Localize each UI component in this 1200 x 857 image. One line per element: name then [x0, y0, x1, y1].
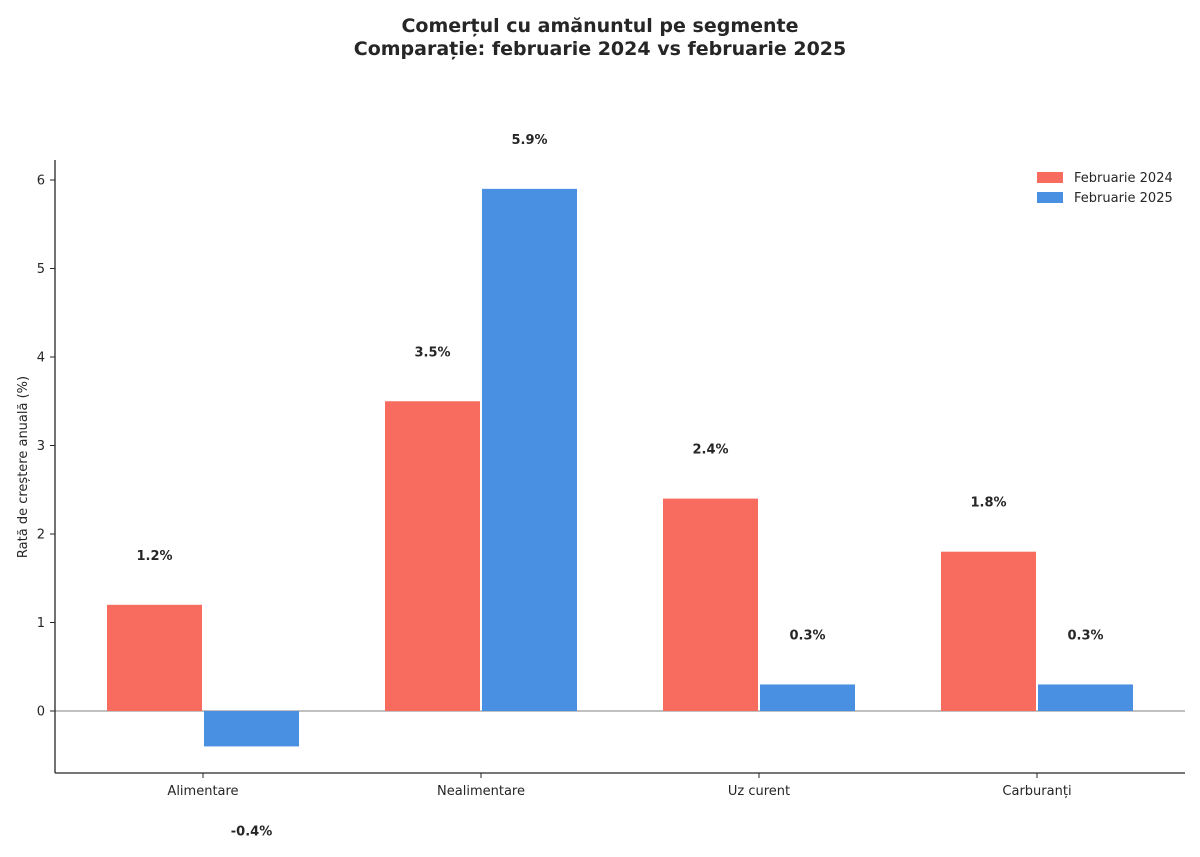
legend-label: Februarie 2024	[1074, 171, 1173, 186]
y-tick-label: 1	[37, 616, 45, 631]
x-tick-label: Carburanți	[1002, 784, 1071, 799]
y-axis-label: Rată de creștere anuală (%)	[16, 376, 31, 558]
plot-area: 1.2% -0.4% Alimentare 3.5% 5.9% Nealimentare 2…	[37, 133, 1185, 839]
legend-swatch	[1037, 192, 1063, 203]
chart-title: Comerțul cu amănuntul pe segmente	[401, 15, 798, 37]
bar-2024-3	[663, 498, 758, 711]
legend: Februarie 2024 Februarie 2025	[1037, 171, 1173, 206]
bar-2025-2	[482, 188, 577, 712]
bar-2025-1	[204, 711, 299, 747]
y-tick-label: 2	[37, 528, 45, 543]
y-tick-label: 6	[37, 174, 45, 189]
data-label: 1.8%	[970, 496, 1006, 511]
bar-2025-3	[760, 684, 855, 711]
y-tick-label: 3	[37, 439, 45, 454]
data-label: 3.5%	[414, 345, 450, 360]
chart-subtitle: Comparație: februarie 2024 vs februarie …	[354, 38, 847, 60]
bar-2024-2	[385, 401, 480, 711]
data-label: 0.3%	[789, 628, 825, 643]
bar-2024-1	[107, 604, 202, 711]
data-label: 2.4%	[692, 443, 728, 458]
bar-2025-4	[1038, 684, 1133, 711]
data-label: 5.9%	[511, 133, 547, 148]
bar-2024-4	[941, 551, 1036, 711]
legend-label: Februarie 2025	[1074, 191, 1173, 206]
y-tick-label: 4	[37, 351, 45, 366]
x-tick-label: Uz curent	[728, 784, 790, 799]
data-label: -0.4%	[231, 824, 272, 839]
y-tick-label: 5	[37, 262, 45, 277]
data-label: 0.3%	[1067, 628, 1103, 643]
data-label: 1.2%	[136, 549, 172, 564]
y-tick-label: 0	[37, 705, 45, 720]
x-tick-label: Nealimentare	[437, 784, 525, 799]
legend-swatch	[1037, 172, 1063, 183]
x-tick-label: Alimentare	[167, 784, 238, 799]
